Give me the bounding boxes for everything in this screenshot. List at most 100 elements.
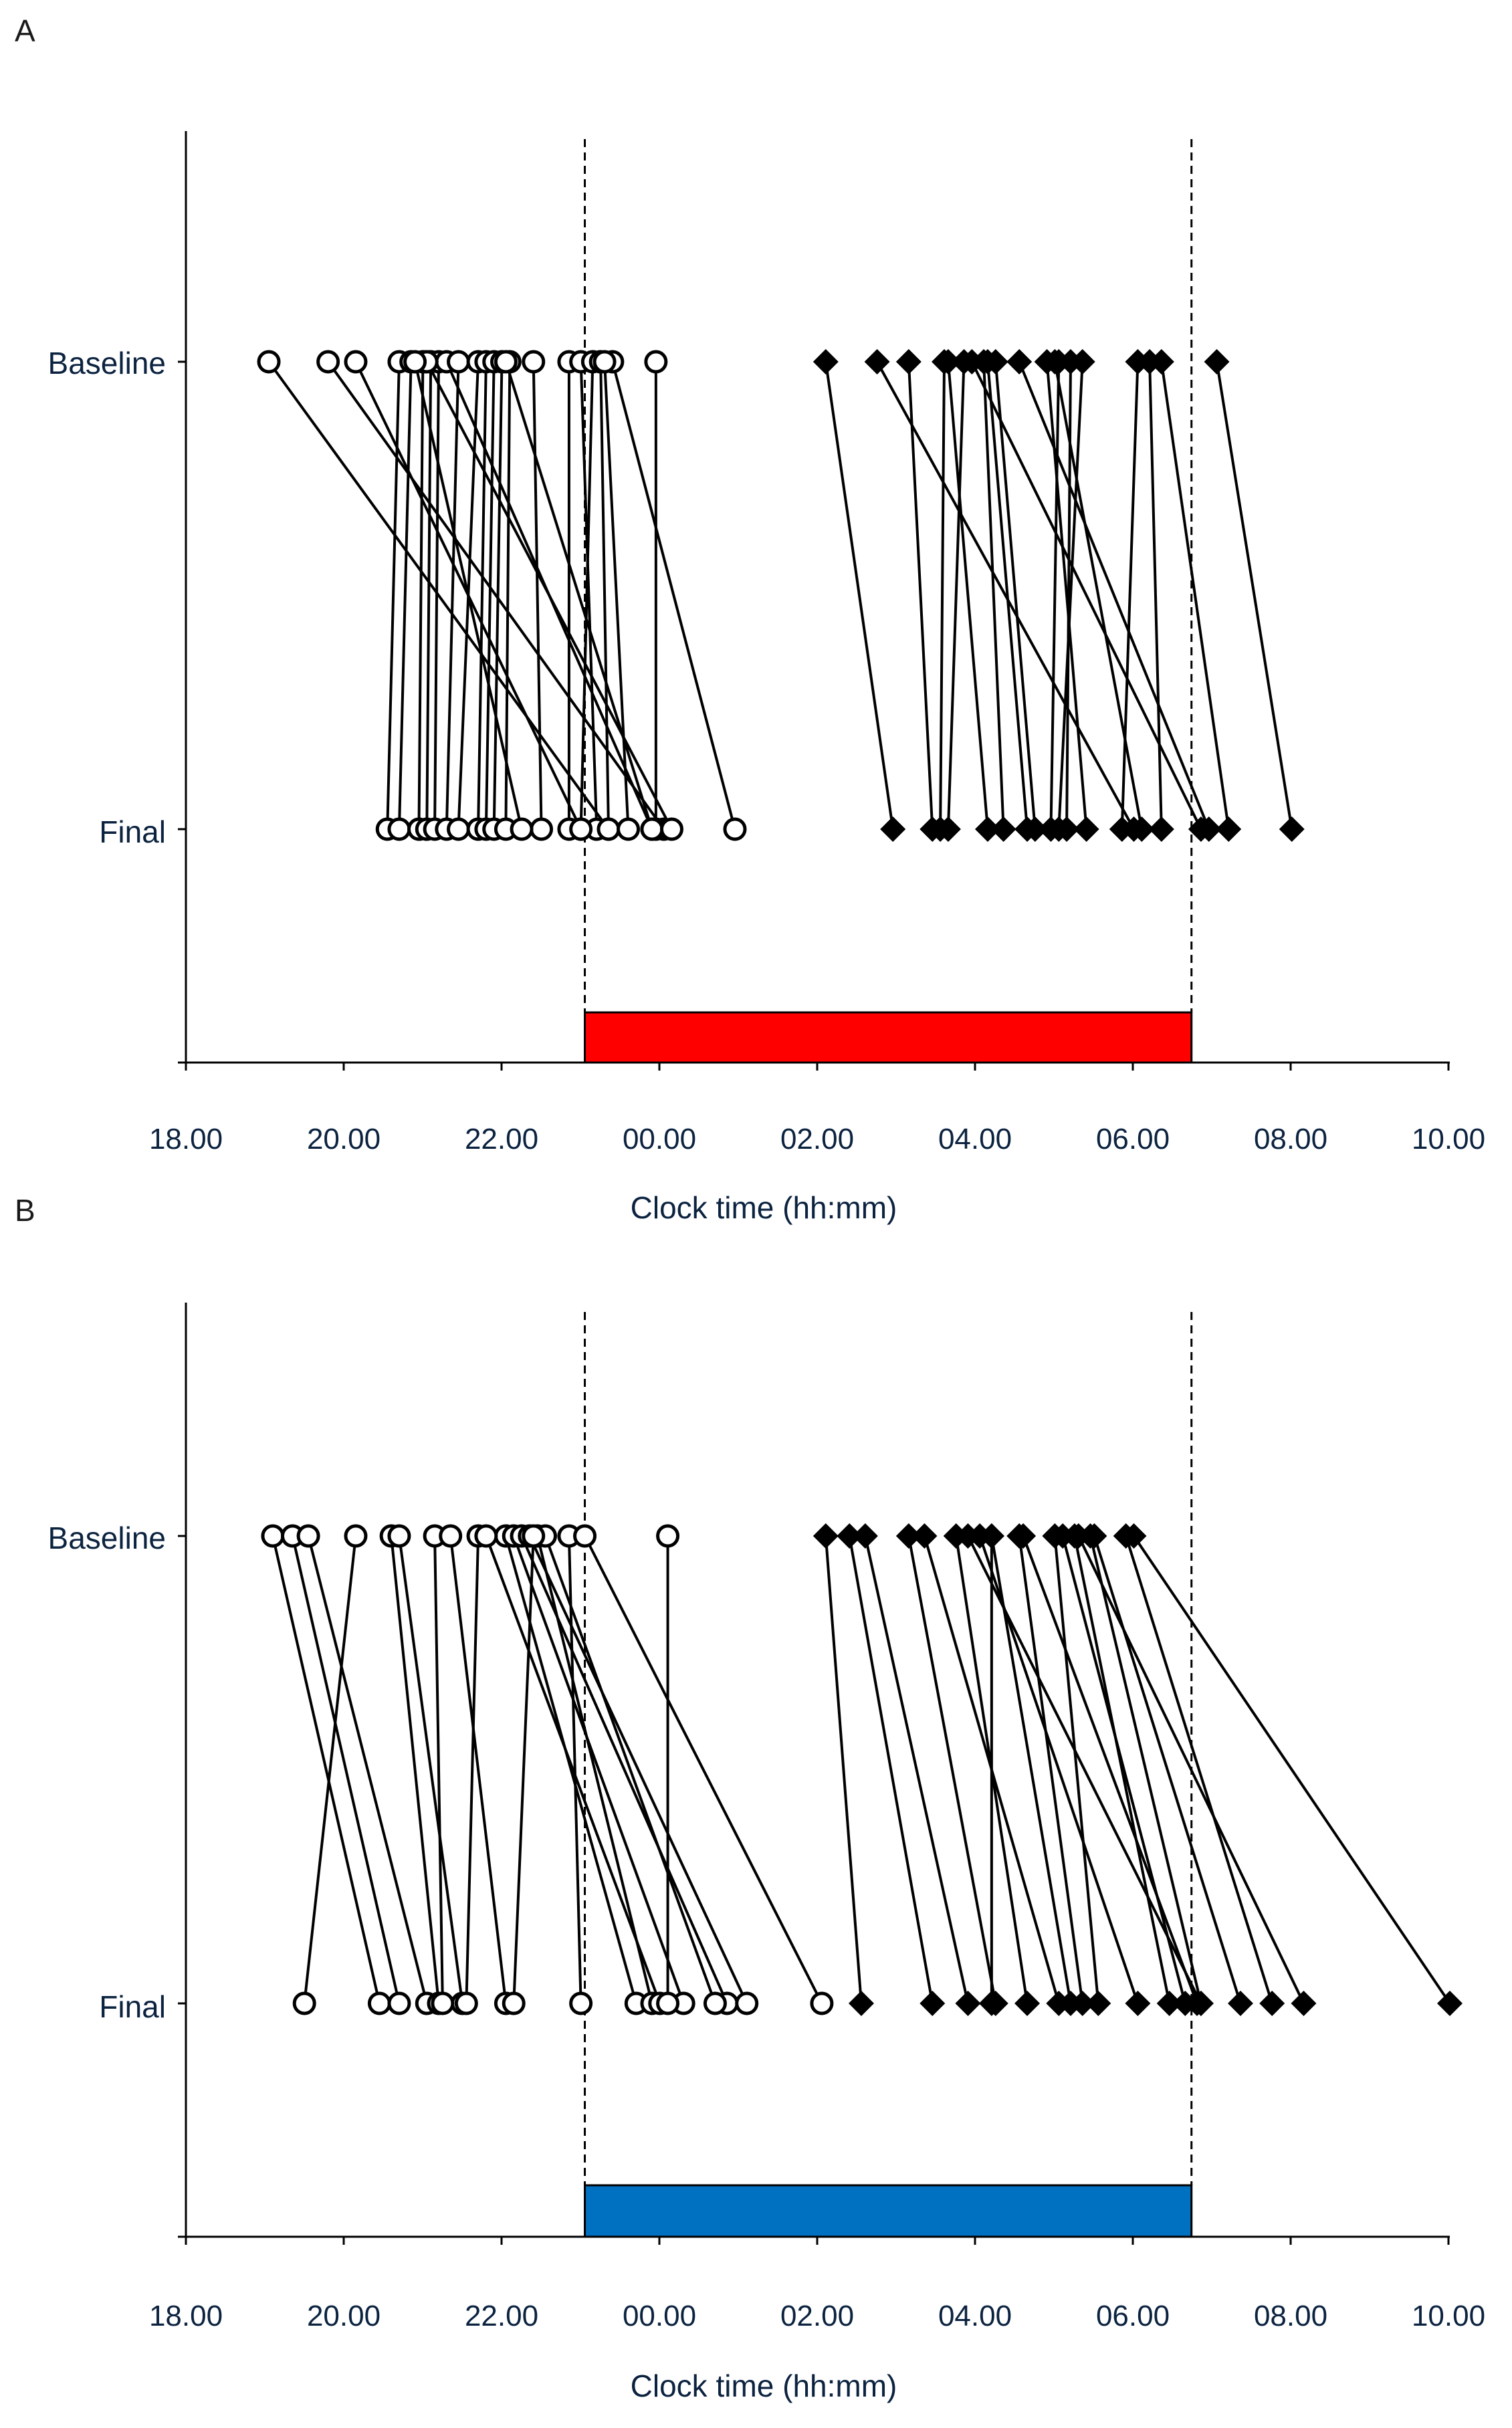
panel-a-connector-line	[425, 361, 673, 830]
panel-b-diamond-point	[895, 1523, 922, 1549]
panel-b-connector-line	[1124, 1535, 1274, 2004]
panel-a-x-tick-label: 06.00	[1096, 1123, 1170, 1155]
panel-a-circle-point	[659, 817, 683, 841]
panel-a-diamond-point	[1204, 349, 1230, 374]
panel-a-diamond-point	[1129, 816, 1155, 842]
panel-a-diamond-point	[935, 816, 961, 842]
panel-a-connector-line	[603, 361, 630, 830]
panel-a-connector-lines	[267, 360, 1293, 831]
panel-b-connector-line	[528, 1535, 748, 2004]
panel-b-x-tick-label: 10.00	[1412, 2300, 1485, 2332]
panel-b-x-tick-label: 06.00	[1096, 2300, 1170, 2332]
panel-b-connector-line	[271, 1535, 381, 2004]
panel-a-circle-point	[640, 817, 664, 841]
panel-b-diamond-point	[1259, 1991, 1285, 2016]
panel-b-circle-point	[292, 1991, 316, 2015]
panel-b-circle-point	[522, 1524, 546, 1548]
panel-a-circle-point	[597, 817, 621, 841]
panel-a-chart: A Baseline Final 18.00 20.00 22.00 00.00…	[15, 13, 1485, 1225]
panel-b-connector-line	[1061, 1535, 1187, 2004]
panel-a-connector-line	[946, 361, 989, 830]
panel-a-plot-area	[178, 131, 1450, 1071]
panel-b-connector-line	[397, 1535, 464, 2004]
panel-a-connector-line	[579, 361, 599, 830]
panel-b-x-tick-label: 00.00	[623, 2300, 696, 2332]
panel-b-diamond-point	[911, 1523, 938, 1549]
panel-b-diamond-point	[813, 1523, 839, 1549]
panel-a-x-axis-title: Clock time (hh:mm)	[631, 1190, 897, 1225]
panel-b-connector-line	[966, 1535, 1202, 2004]
panel-b-diamond-point	[1291, 1991, 1317, 2016]
panel-a-connector-line	[1045, 361, 1088, 830]
panel-a-connector-line	[1215, 361, 1293, 830]
panel-a-connector-line	[1120, 361, 1140, 830]
panel-b-baseline-label: Baseline	[48, 1521, 166, 1555]
panel-b-intervention-bar	[584, 2184, 1193, 2238]
panel-b-connector-line	[848, 1535, 934, 2004]
panel-a-connector-line	[994, 361, 1037, 830]
panel-a-diamond-point	[990, 816, 1016, 842]
panel-b-connector-line	[1022, 1535, 1198, 2004]
panel-a-letter: A	[15, 13, 35, 48]
panel-b-connector-line	[990, 1535, 1072, 2004]
panel-a-circle-point	[344, 350, 368, 374]
panel-a-circle-point	[723, 817, 747, 841]
panel-b-circle-point	[367, 1991, 391, 2015]
panel-a-diamond-point	[1279, 816, 1305, 842]
panel-a-connector-line	[413, 361, 523, 830]
panel-b-connector-line	[1018, 1535, 1084, 2004]
panel-b-x-tick-label: 08.00	[1254, 2300, 1327, 2332]
panel-b-circle-point	[703, 1991, 727, 2015]
panel-a-circle-point	[530, 817, 554, 841]
panel-b-connector-line	[449, 1535, 508, 2004]
panel-a-circle-point	[316, 350, 340, 374]
panel-a-x-tick-label: 00.00	[623, 1123, 696, 1155]
panel-b-connector-line	[1077, 1535, 1305, 2004]
panel-a-circle-point	[510, 817, 534, 841]
panel-b-connector-line	[504, 1535, 638, 2004]
panel-b-connector-line	[863, 1535, 970, 2004]
panel-a-diamond-point	[1196, 816, 1222, 842]
panel-a-diamond-point	[1216, 816, 1242, 842]
panel-a-connector-line	[1160, 361, 1230, 830]
panel-b-circle-point	[344, 1524, 368, 1548]
panel-a-diamond-point	[1148, 349, 1174, 374]
panel-b-connector-line	[1073, 1535, 1171, 2004]
panel-b-circle-point	[387, 1524, 411, 1548]
panel-b-diamond-point	[920, 1991, 946, 2016]
panel-a-connector-line	[504, 361, 653, 830]
panel-a-connector-line	[1148, 361, 1163, 830]
panel-b-diamond-point	[1125, 1991, 1151, 2016]
panel-a-x-tick-label: 04.00	[938, 1123, 1012, 1155]
panel-b-connector-line	[1053, 1535, 1100, 2004]
panel-b-diamond-point	[955, 1991, 981, 2016]
panel-b-x-tick-label: 22.00	[465, 2300, 538, 2332]
panel-a-connector-line	[425, 361, 433, 830]
panel-a-diamond-point	[1069, 349, 1095, 374]
panel-b-diamond-point	[1058, 1991, 1083, 2016]
panel-b-diamond-point	[1188, 1991, 1214, 2016]
panel-a-circle-point	[447, 817, 471, 841]
panel-b-x-tick-label: 18.00	[149, 2300, 223, 2332]
panel-a-diamond-series	[813, 349, 1305, 842]
panel-a-circle-point	[522, 350, 546, 374]
panel-a-circle-point	[257, 350, 281, 374]
panel-a-connector-line	[386, 361, 401, 830]
panel-b-diamond-point	[848, 1991, 874, 2016]
panel-a-circle-point	[403, 350, 427, 374]
panel-b-connector-line	[536, 1535, 653, 2004]
panel-a-circle-point	[617, 817, 640, 841]
panel-b-plot-area	[178, 1303, 1463, 2245]
panel-b-diamond-point	[978, 1523, 1004, 1549]
panel-b-connector-line	[1132, 1535, 1451, 2005]
panel-a-connector-line	[599, 361, 610, 830]
panel-a-diamond-point	[1148, 816, 1174, 842]
panel-a-circle-point	[447, 350, 471, 374]
panel-b-connector-line	[303, 1535, 357, 2004]
panel-b-chart: B Baseline Final 18.00 20.00 22.00 00.00…	[15, 1193, 1485, 2403]
panel-b-connector-lines	[271, 1535, 1451, 2005]
panel-b-diamond-point	[1227, 1991, 1253, 2016]
panel-b-diamond-point	[837, 1523, 863, 1549]
panel-b-diamond-point	[1065, 1523, 1091, 1549]
panel-a-connector-line	[875, 361, 1136, 830]
